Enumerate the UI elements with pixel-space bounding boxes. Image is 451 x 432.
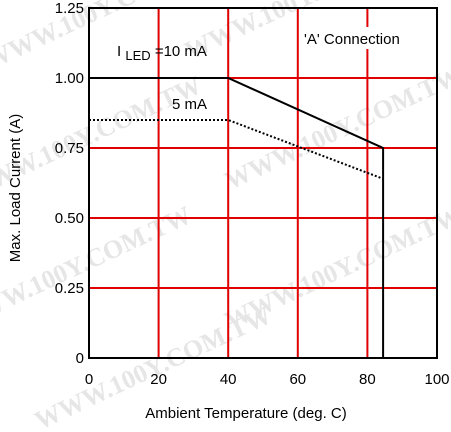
- x-axis-label: Ambient Temperature (deg. C): [145, 405, 346, 422]
- watermark-text: WWW.100Y.COM.TW: [220, 60, 451, 195]
- y-tick-label: 0: [76, 350, 84, 367]
- grid-layer: [89, 8, 437, 358]
- x-tick-label: 100: [424, 371, 449, 388]
- x-tick-label: 0: [85, 371, 93, 388]
- connection-label-bg: [300, 27, 434, 49]
- led-current-label: I LED =10 mA: [117, 43, 207, 64]
- led-suffix: =10 mA: [155, 43, 207, 60]
- y-tick-label: 0.25: [55, 280, 84, 297]
- x-tick-label: 40: [220, 371, 237, 388]
- led-prefix: I: [117, 43, 121, 60]
- connection-label: 'A' Connection: [304, 31, 400, 48]
- watermark-text: WWW.100Y.COM.TW: [0, 70, 206, 205]
- y-tick-label: 0.50: [55, 210, 84, 227]
- x-tick-label: 80: [359, 371, 376, 388]
- y-tick-label: 0.75: [55, 140, 84, 157]
- series-layer: [89, 77, 385, 358]
- y-axis-label: Max. Load Current (A): [7, 114, 24, 262]
- x-tick-label: 60: [289, 371, 306, 388]
- axes-layer: 0 20 40 60 80 100 0 0.25 0.50 0.75 1.00 1.25: [55, 0, 450, 388]
- led-subscript: LED: [125, 48, 150, 63]
- watermark-text: WWW.100Y.COM.TW: [0, 200, 196, 335]
- x-tick-label: 20: [150, 371, 167, 388]
- series-line-5ma: [89, 119, 384, 180]
- y-tick-label: 1.00: [55, 70, 84, 87]
- five-ma-label: 5 mA: [172, 96, 207, 113]
- series-line-10ma: [89, 77, 385, 358]
- plot-frame: [88, 7, 438, 359]
- y-tick-label: 1.25: [55, 0, 84, 17]
